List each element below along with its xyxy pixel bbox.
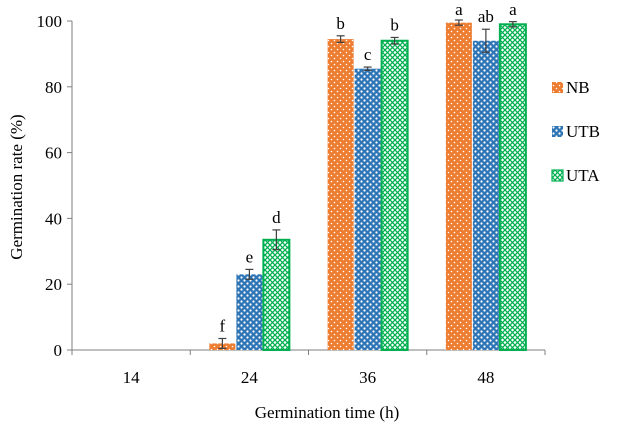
significance-letters: f b a e c ab d b a [220, 0, 518, 335]
y-tick-label: 40 [45, 209, 62, 228]
significance-letter: f [220, 316, 226, 335]
y-tick-label: 100 [37, 12, 63, 31]
significance-letter: ab [478, 7, 494, 26]
significance-letter: e [246, 247, 254, 266]
significance-letter: b [336, 14, 345, 33]
significance-letter: b [390, 15, 399, 34]
bar-utb-48 [472, 40, 499, 351]
bar-nb-36 [327, 39, 354, 350]
bar-uta-48 [498, 23, 527, 351]
significance-letter: a [455, 0, 463, 19]
legend-swatch-nb [552, 82, 563, 93]
significance-letter: d [272, 208, 281, 227]
bar-utb-36 [354, 68, 381, 350]
x-axis-title: Germination time (h) [255, 403, 399, 422]
legend-swatch-uta [551, 169, 564, 182]
significance-letter: a [509, 0, 517, 19]
legend: NB UTB UTA [551, 78, 600, 185]
legend-label-uta: UTA [566, 166, 600, 185]
bars [209, 22, 527, 352]
bar-utb-24 [236, 274, 263, 350]
y-axis-title: Germination rate (%) [7, 114, 26, 259]
bar-uta-24 [262, 238, 291, 351]
legend-label-utb: UTB [566, 122, 600, 141]
significance-letter: c [364, 45, 372, 64]
x-tick-label: 24 [241, 368, 259, 387]
legend-label-nb: NB [566, 78, 590, 97]
y-tick-label: 20 [45, 275, 62, 294]
y-tick-label: 0 [54, 341, 63, 360]
legend-swatch-utb [552, 126, 563, 137]
bar-uta-36 [380, 39, 409, 352]
x-tick-label: 48 [477, 368, 494, 387]
y-tick-label: 60 [45, 144, 62, 163]
x-tick-label: 36 [359, 368, 376, 387]
error-bars [218, 19, 517, 349]
y-tick-label: 80 [45, 78, 62, 97]
x-tick-label: 14 [123, 368, 141, 387]
x-axis-ticks: 14 24 36 48 [71, 350, 546, 387]
y-axis-ticks: 0 20 40 60 80 100 [37, 12, 72, 360]
bar-nb-48 [445, 22, 472, 351]
